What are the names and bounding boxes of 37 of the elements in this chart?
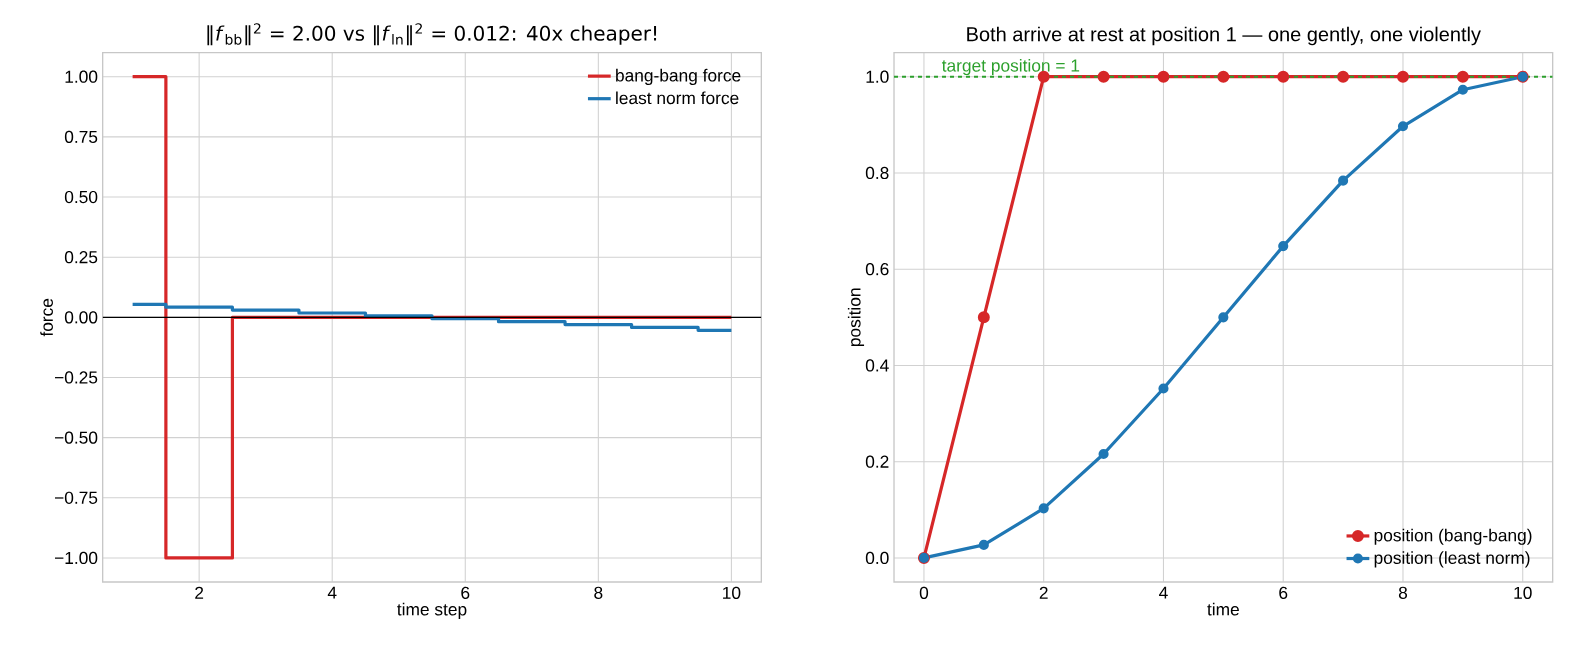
y-tick-label: −0.50 [54, 431, 98, 444]
chart-title: ‖f$_{bb}$‖$^{2}$ = 2.00 vs ‖f$_{ln}$‖$^{2}$ = 0.012: 40x cheaper! [207, 23, 657, 46]
x-tick-label: 8 [1398, 586, 1408, 599]
legend-label: position (least norm) [1374, 551, 1530, 568]
y-tick-label: −1.00 [54, 551, 98, 565]
y-axis-title: position [847, 288, 865, 347]
y-tick-label: 0.75 [64, 130, 98, 143]
x-axis-title: time step [397, 602, 467, 619]
legend-label: position (bang-bang) [1374, 528, 1532, 545]
y-tick-label: 0.00 [64, 311, 98, 324]
x-tick-label: 4 [327, 586, 337, 599]
x-tick-label: 2 [1039, 586, 1048, 599]
x-tick-label: 8 [594, 586, 603, 599]
chart-title: Both arrive at rest at position 1 — one gently, one violently [967, 26, 1481, 46]
y-tick-label: 0.25 [64, 251, 98, 264]
y-tick-label: −0.75 [54, 491, 98, 504]
x-tick-label: 4 [1159, 586, 1168, 599]
x-tick-label: 6 [461, 586, 470, 599]
y-tick-label: 0.2 [865, 455, 889, 468]
y-tick-label: 1.0 [866, 70, 889, 83]
x-tick-label: 0 [919, 586, 929, 599]
y-tick-label: −0.25 [54, 371, 98, 384]
y-tick-label: 1.00 [65, 70, 98, 83]
x-tick-label: 2 [195, 586, 204, 599]
x-tick-label: 6 [1279, 586, 1288, 599]
x-tick-label: 10 [723, 586, 741, 599]
x-tick-label: 10 [1514, 586, 1532, 599]
y-tick-label: 0.6 [865, 263, 889, 276]
y-axis-title: force [40, 298, 53, 337]
x-axis-title: time [1207, 602, 1239, 616]
y-tick-label: 0.4 [865, 359, 889, 372]
legend-label: least norm force [616, 91, 739, 105]
y-tick-label: 0.0 [865, 551, 889, 565]
y-tick-label: 0.8 [865, 166, 889, 180]
legend-label: bang-bang force [616, 68, 741, 85]
y-tick-label: 0.50 [64, 190, 98, 204]
ref-line-label: target position = 1 [941, 58, 1080, 76]
